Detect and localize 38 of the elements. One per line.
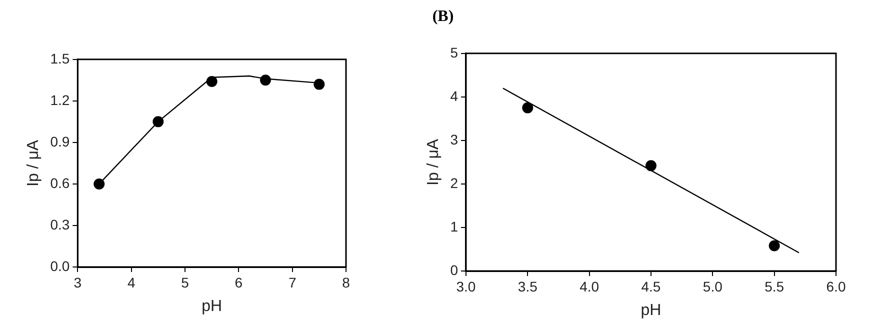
y-tick-label: 4	[450, 88, 458, 104]
x-tick-label: 5.5	[764, 278, 784, 294]
x-tick-label: 4	[127, 274, 136, 290]
chart-title: (B)	[431, 8, 455, 26]
point	[94, 178, 105, 190]
point	[152, 116, 164, 128]
y-tick-label: 1.5	[50, 50, 70, 66]
y-tick-label: 5	[450, 44, 458, 60]
y-tick-label: 1.2	[50, 92, 70, 108]
point	[314, 78, 325, 90]
x-tick-label: 3.0	[456, 278, 476, 294]
y-tick-label: 0.3	[50, 216, 70, 232]
x-axis-title: pH	[202, 298, 222, 315]
x-tick-label: 5	[181, 274, 190, 290]
x-axis-title: pH	[640, 302, 662, 319]
point	[260, 74, 271, 86]
x-tick-label: 4.0	[580, 278, 600, 294]
y-axis-title: Ip / μA	[425, 138, 442, 186]
y-tick-label: 0.6	[50, 174, 70, 191]
x-tick-label: 7	[288, 274, 296, 290]
point	[522, 102, 534, 114]
y-tick-label: 0	[450, 262, 458, 278]
x-tick-label: 3.5	[518, 278, 538, 294]
x-tick-label: 8	[342, 274, 350, 290]
y-tick-label: 1	[450, 218, 458, 234]
x-tick-label: 3	[74, 274, 82, 290]
x-tick-label: 6	[234, 274, 243, 290]
x-tick-label: 4.5	[641, 278, 661, 294]
y-tick-label: 0.0	[50, 258, 70, 274]
y-tick-label: 2	[450, 174, 458, 191]
y-axis-title: Ip / μA	[25, 140, 42, 186]
y-tick-label: 0.9	[50, 133, 70, 150]
y-tick-label: 3	[450, 131, 458, 148]
x-tick-label: 6.0	[826, 278, 846, 294]
x-tick-label: 5.0	[702, 278, 723, 294]
point	[206, 76, 218, 88]
point	[645, 160, 656, 172]
point	[768, 240, 780, 252]
